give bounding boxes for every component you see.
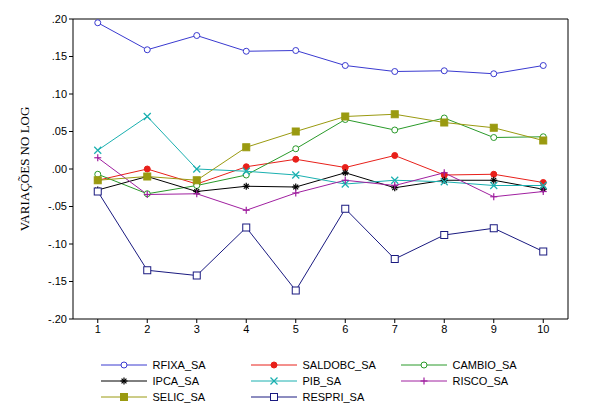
- svg-text:8: 8: [441, 323, 447, 335]
- svg-text:-.10: -.10: [48, 238, 67, 250]
- svg-text:.20: .20: [52, 13, 67, 25]
- html-text:IPCA_SA: IPCA_SA: [152, 375, 199, 387]
- svg-text:-.15: -.15: [48, 275, 67, 287]
- html-text:RFIXA_SA: RFIXA_SA: [152, 359, 206, 371]
- svg-text:-.05: -.05: [48, 200, 67, 212]
- svg-text:3: 3: [194, 323, 200, 335]
- svg-text:.00: .00: [52, 163, 67, 175]
- svg-text:6: 6: [342, 323, 348, 335]
- svg-text:.15: .15: [52, 50, 67, 62]
- html-text:SELIC_SA: SELIC_SA: [152, 391, 206, 403]
- html-text:RESPRI_SA: RESPRI_SA: [302, 391, 365, 403]
- svg-text:.10: .10: [52, 88, 67, 100]
- svg-text:5: 5: [293, 323, 299, 335]
- svg-text:1: 1: [95, 323, 101, 335]
- svg-text:9: 9: [491, 323, 497, 335]
- svg-text:-.20: -.20: [48, 313, 67, 325]
- html-text:CAMBIO_SA: CAMBIO_SA: [452, 359, 517, 371]
- svg-text:VARIAÇÕES NO LOG: VARIAÇÕES NO LOG: [17, 107, 32, 232]
- html-text:PIB_SA: PIB_SA: [302, 375, 341, 387]
- svg-text:7: 7: [392, 323, 398, 335]
- html-text:SALDOBC_SA: SALDOBC_SA: [302, 359, 376, 371]
- svg-text:10: 10: [537, 323, 549, 335]
- html-text:RISCO_SA: RISCO_SA: [452, 375, 509, 387]
- svg-text:.05: .05: [52, 125, 67, 137]
- svg-text:2: 2: [144, 323, 150, 335]
- svg-text:4: 4: [243, 323, 249, 335]
